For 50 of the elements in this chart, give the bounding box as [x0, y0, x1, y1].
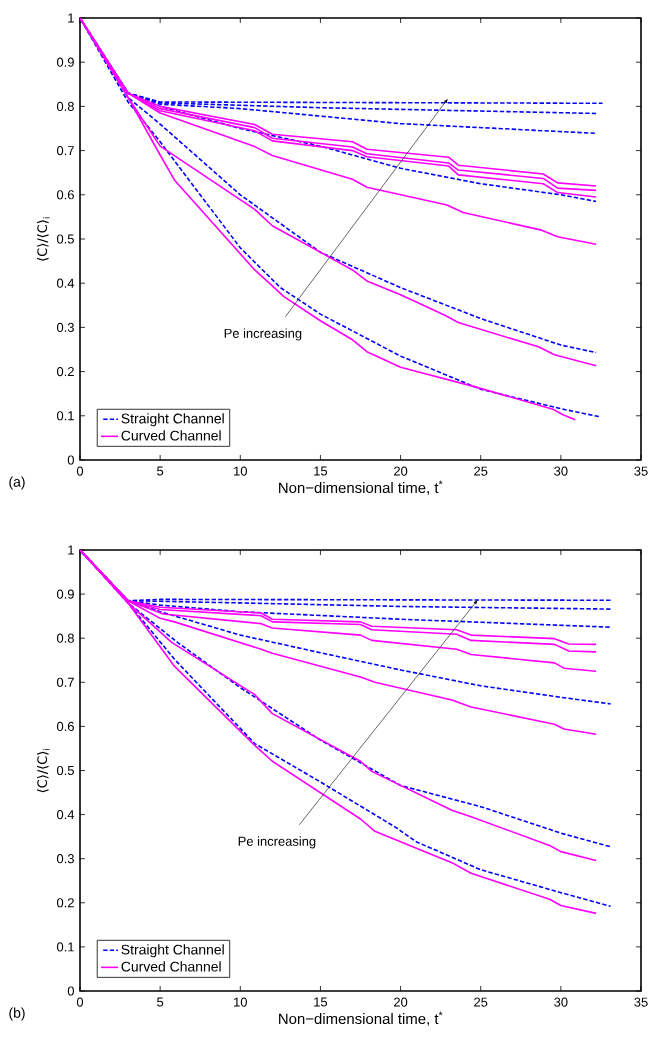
- y-tick-label: 0.4: [57, 278, 75, 288]
- x-tick-label: 5: [157, 466, 164, 476]
- y-tick-label: 0.5: [57, 765, 75, 776]
- x-tick-label: 30: [554, 466, 568, 476]
- y-tick-label: 1: [68, 545, 75, 555]
- legend-label: Straight Channel: [121, 413, 224, 427]
- y-axis-title: ⟨C⟩/⟨C⟩$_{i}$: [37, 217, 50, 261]
- y-tick-label: 0.6: [57, 190, 75, 200]
- x-tick-label: 10: [234, 466, 248, 476]
- y-tick-label: 0.7: [57, 146, 75, 156]
- x-tick-label: 10: [234, 997, 248, 1007]
- text: (b): [9, 1007, 25, 1021]
- x-tick-label: 35: [634, 997, 648, 1007]
- x-tick-label: 30: [554, 997, 568, 1007]
- x-tick-label: 35: [634, 466, 648, 476]
- y-tick-label: 0.9: [57, 589, 75, 599]
- y-tick-label: 0.8: [57, 101, 75, 111]
- y-tick-label: 0.2: [57, 367, 75, 377]
- y-axis-title: ⟨C⟩/⟨C⟩$_{i}$: [37, 749, 50, 793]
- y-tick-label: 0.2: [57, 898, 75, 908]
- annotation: Pe increasing: [238, 836, 316, 849]
- y-tick-label: 0.1: [57, 942, 75, 952]
- x-tick-label: 0: [77, 997, 84, 1007]
- text: (a): [9, 476, 25, 490]
- x-axis-title: Non−dimensional time, t$^{*}$: [279, 480, 443, 495]
- x-tick-label: 5: [157, 997, 164, 1007]
- annotation: Pe increasing: [224, 328, 302, 341]
- y-tick-label: 0.3: [57, 854, 75, 864]
- y-tick-label: 0: [68, 986, 75, 996]
- x-tick-label: 15: [314, 997, 328, 1007]
- y-tick-label: 0.8: [57, 633, 75, 643]
- y-tick-label: 0.5: [57, 234, 75, 244]
- x-tick-label: 25: [474, 997, 488, 1007]
- legend-label: Curved Channel: [121, 430, 221, 441]
- x-tick-label: 25: [474, 466, 488, 476]
- y-tick-label: 1: [68, 13, 75, 23]
- y-tick-label: 0.9: [57, 57, 75, 67]
- x-axis-title: Non−dimensional time, t$^{*}$: [279, 1011, 443, 1026]
- y-tick-label: 0.3: [57, 322, 75, 332]
- y-tick-label: 0.4: [57, 810, 75, 820]
- legend-label: Straight Channel: [121, 944, 224, 958]
- y-tick-label: 0: [68, 455, 75, 465]
- y-tick-label: 0.1: [57, 411, 75, 421]
- y-tick-label: 0.6: [57, 721, 75, 731]
- x-tick-label: 20: [394, 997, 408, 1007]
- legend-label: Curved Channel: [121, 961, 221, 972]
- x-tick-label: 20: [394, 466, 408, 476]
- x-tick-label: 15: [314, 466, 328, 476]
- x-tick-label: 0: [77, 466, 84, 476]
- y-tick-label: 0.7: [57, 677, 75, 687]
